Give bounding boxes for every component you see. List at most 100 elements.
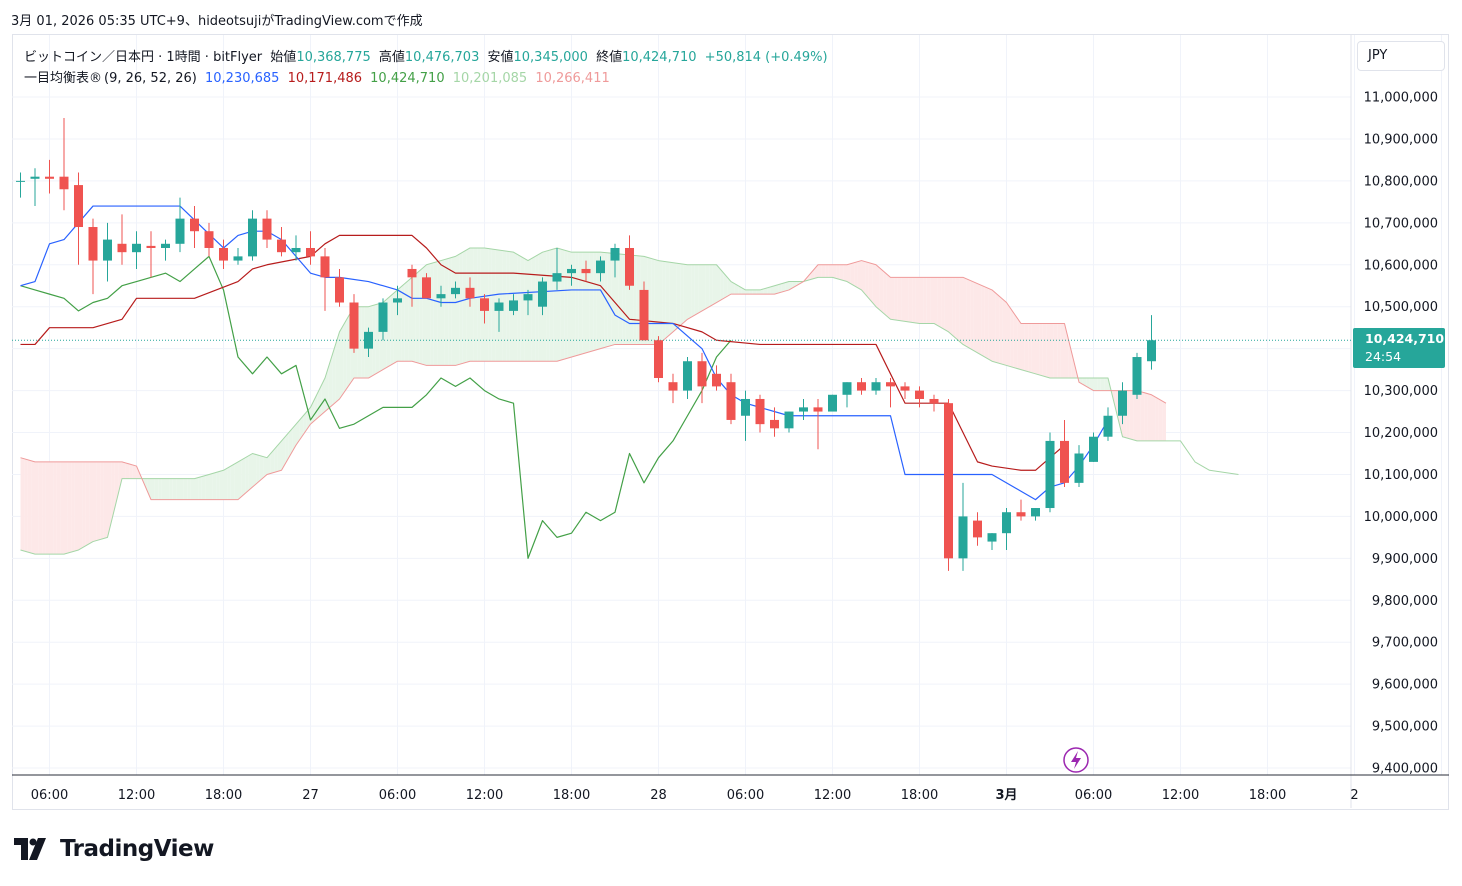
kumo-segment	[716, 264, 721, 303]
time-tick-label: 2	[1350, 788, 1358, 803]
kumo-segment	[82, 461, 86, 548]
candle-body	[349, 302, 359, 349]
candle-body	[451, 287, 460, 295]
candle-body	[944, 403, 953, 559]
kumo-segment	[694, 264, 699, 316]
kumo-segment	[778, 283, 782, 294]
candle-body	[552, 273, 562, 282]
candle-body	[262, 218, 272, 240]
kumo-segment	[770, 285, 775, 295]
kumo-segment	[923, 277, 927, 324]
kumo-segment	[981, 285, 985, 358]
kumo-segment	[35, 461, 39, 555]
kumo-segment	[785, 281, 789, 291]
kumo-segment	[404, 280, 409, 362]
spanA-value: 10,201,085	[452, 71, 528, 86]
kumo-segment	[665, 261, 670, 339]
kumo-segment	[241, 457, 246, 497]
kumo-segment	[1046, 323, 1050, 379]
kumo-segment	[1137, 390, 1141, 441]
candle-body	[1089, 436, 1098, 462]
indicator-params: (9, 26, 52, 26)	[104, 71, 197, 86]
candle-body	[30, 176, 40, 179]
candle-body	[1060, 440, 1069, 483]
ichimoku-lines	[12, 205, 1351, 559]
brand-name: TradingView	[60, 836, 214, 862]
kumo-segment	[596, 252, 601, 350]
candle-body	[190, 218, 199, 232]
kumo-segment	[546, 250, 550, 362]
kumo-segment	[970, 280, 974, 351]
lightning-icon[interactable]	[1063, 747, 1089, 773]
high-label: 高値	[378, 50, 405, 65]
kumo-segment	[1002, 299, 1007, 366]
kumo-segment	[332, 343, 336, 406]
time-axis[interactable]: 06:00 12:00 18:00 27 06:00 12:00 18:00 28 06:00 1…	[31, 788, 1359, 803]
symbol-legend[interactable]: ビットコイン／日本円 · 1時間 · bitFlyer 始値10,368,775…	[24, 46, 832, 65]
close-label: 終値	[596, 50, 623, 65]
kumo-segment	[502, 250, 507, 362]
kumo-segment	[886, 274, 891, 320]
kumo-segment	[430, 262, 434, 366]
change-value: +50,814 (+0.49%)	[704, 50, 828, 65]
kumo-segment	[872, 263, 876, 307]
kumo-segment	[658, 260, 663, 345]
indicator-name[interactable]: 一目均衡表®	[24, 71, 103, 86]
kumo-segment	[1151, 394, 1156, 441]
kumo-segment	[825, 264, 829, 278]
kumo-segment	[1158, 398, 1163, 441]
candle-body	[146, 245, 156, 248]
price-tick-label: 11,000,000	[1364, 91, 1438, 106]
tradingview-logo[interactable]: TradingView	[14, 836, 214, 862]
kumo-segment	[477, 247, 481, 362]
kumo-segment	[125, 462, 130, 479]
time-tick-label: 28	[650, 788, 667, 803]
candle-body	[596, 260, 605, 274]
candle-body	[581, 268, 591, 274]
candle-body	[1074, 453, 1084, 483]
kumo-segment	[357, 306, 362, 379]
close-value: 10,424,710	[622, 50, 697, 65]
kumo-segment	[172, 478, 177, 500]
candle-body	[378, 302, 388, 332]
kumo-segment	[535, 254, 539, 362]
tenkan-value: 10,230,685	[205, 71, 280, 86]
candle-body	[813, 407, 823, 412]
time-tick-label: 12:00	[118, 788, 155, 803]
kumo-segment	[712, 264, 717, 305]
senkou-span-a-line	[20, 247, 1239, 555]
kumo-segment	[205, 474, 209, 500]
currency-button[interactable]: JPY	[1357, 41, 1445, 71]
kumo-segment	[1133, 390, 1137, 441]
kumo-segment	[1144, 392, 1148, 441]
candle-body	[480, 298, 489, 311]
kumo-segment	[466, 247, 470, 363]
kumo-segment	[473, 247, 478, 362]
time-tick-label: 06:00	[1075, 788, 1112, 803]
time-tick-label: 06:00	[379, 788, 416, 803]
kumo-segment	[560, 249, 565, 361]
kumo-segment	[865, 261, 869, 299]
kumo-segment	[234, 461, 238, 500]
kumo-segment	[1057, 323, 1061, 379]
kumo-segment	[118, 461, 122, 494]
candle-body	[1147, 340, 1156, 362]
kumo-segment	[198, 476, 202, 500]
kumo-segment	[96, 461, 101, 541]
kumo-segment	[296, 419, 300, 446]
price-axis[interactable]: 11,000,000 10,900,000 10,800,000 10,700,000…	[1364, 91, 1438, 777]
last-price-tag: 10,424,710 24:54	[1353, 328, 1445, 368]
symbol-name[interactable]: ビットコイン／日本円 · 1時間 · bitFlyer	[24, 50, 263, 65]
kumo-segment	[194, 477, 199, 500]
kumo-segment	[1115, 390, 1119, 423]
kumo-segment	[1050, 323, 1054, 379]
indicator-legend[interactable]: 一目均衡表® (9, 26, 52, 26) 10,230,685 10,171,…	[24, 67, 614, 86]
kumo-segment	[1017, 318, 1021, 370]
kumo-segment	[151, 478, 155, 500]
candle-body	[306, 247, 315, 257]
kumo-segment	[843, 264, 847, 282]
price-tick-label: 10,900,000	[1364, 132, 1438, 147]
kumo-segment	[966, 278, 971, 349]
low-value: 10,345,000	[513, 50, 588, 65]
